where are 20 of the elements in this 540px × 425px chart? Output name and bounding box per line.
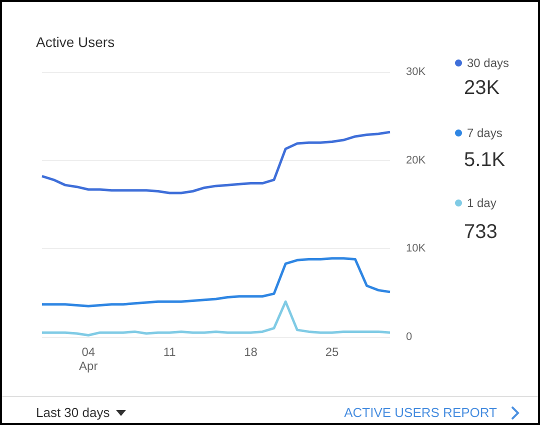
- x-tick-label: 25: [325, 345, 339, 359]
- line-series: [40, 130, 392, 194]
- text: Last 30 days: [36, 405, 110, 420]
- text: ACTIVE USERS REPORT: [344, 405, 497, 420]
- legend-label: 30 days: [467, 56, 510, 70]
- legend-label: 7 days: [467, 126, 502, 140]
- x-tick-label: 11: [163, 345, 176, 359]
- y-tick-label: 0: [406, 331, 412, 343]
- x-tick-label: 18: [244, 345, 258, 359]
- text: 23K: [464, 77, 500, 99]
- y-tick-label: 30K: [406, 66, 426, 78]
- text: 733: [464, 221, 498, 243]
- x-tick-label: 04 Apr: [79, 345, 98, 373]
- chart-title: Active Users: [36, 34, 115, 50]
- y-tick-label: 20K: [406, 154, 426, 166]
- legend-label: 1 day: [467, 196, 496, 210]
- text: 5.1K: [464, 149, 506, 171]
- y-tick-label: 10K: [406, 242, 426, 255]
- line-series: [40, 300, 392, 336]
- line-series: [40, 257, 392, 308]
